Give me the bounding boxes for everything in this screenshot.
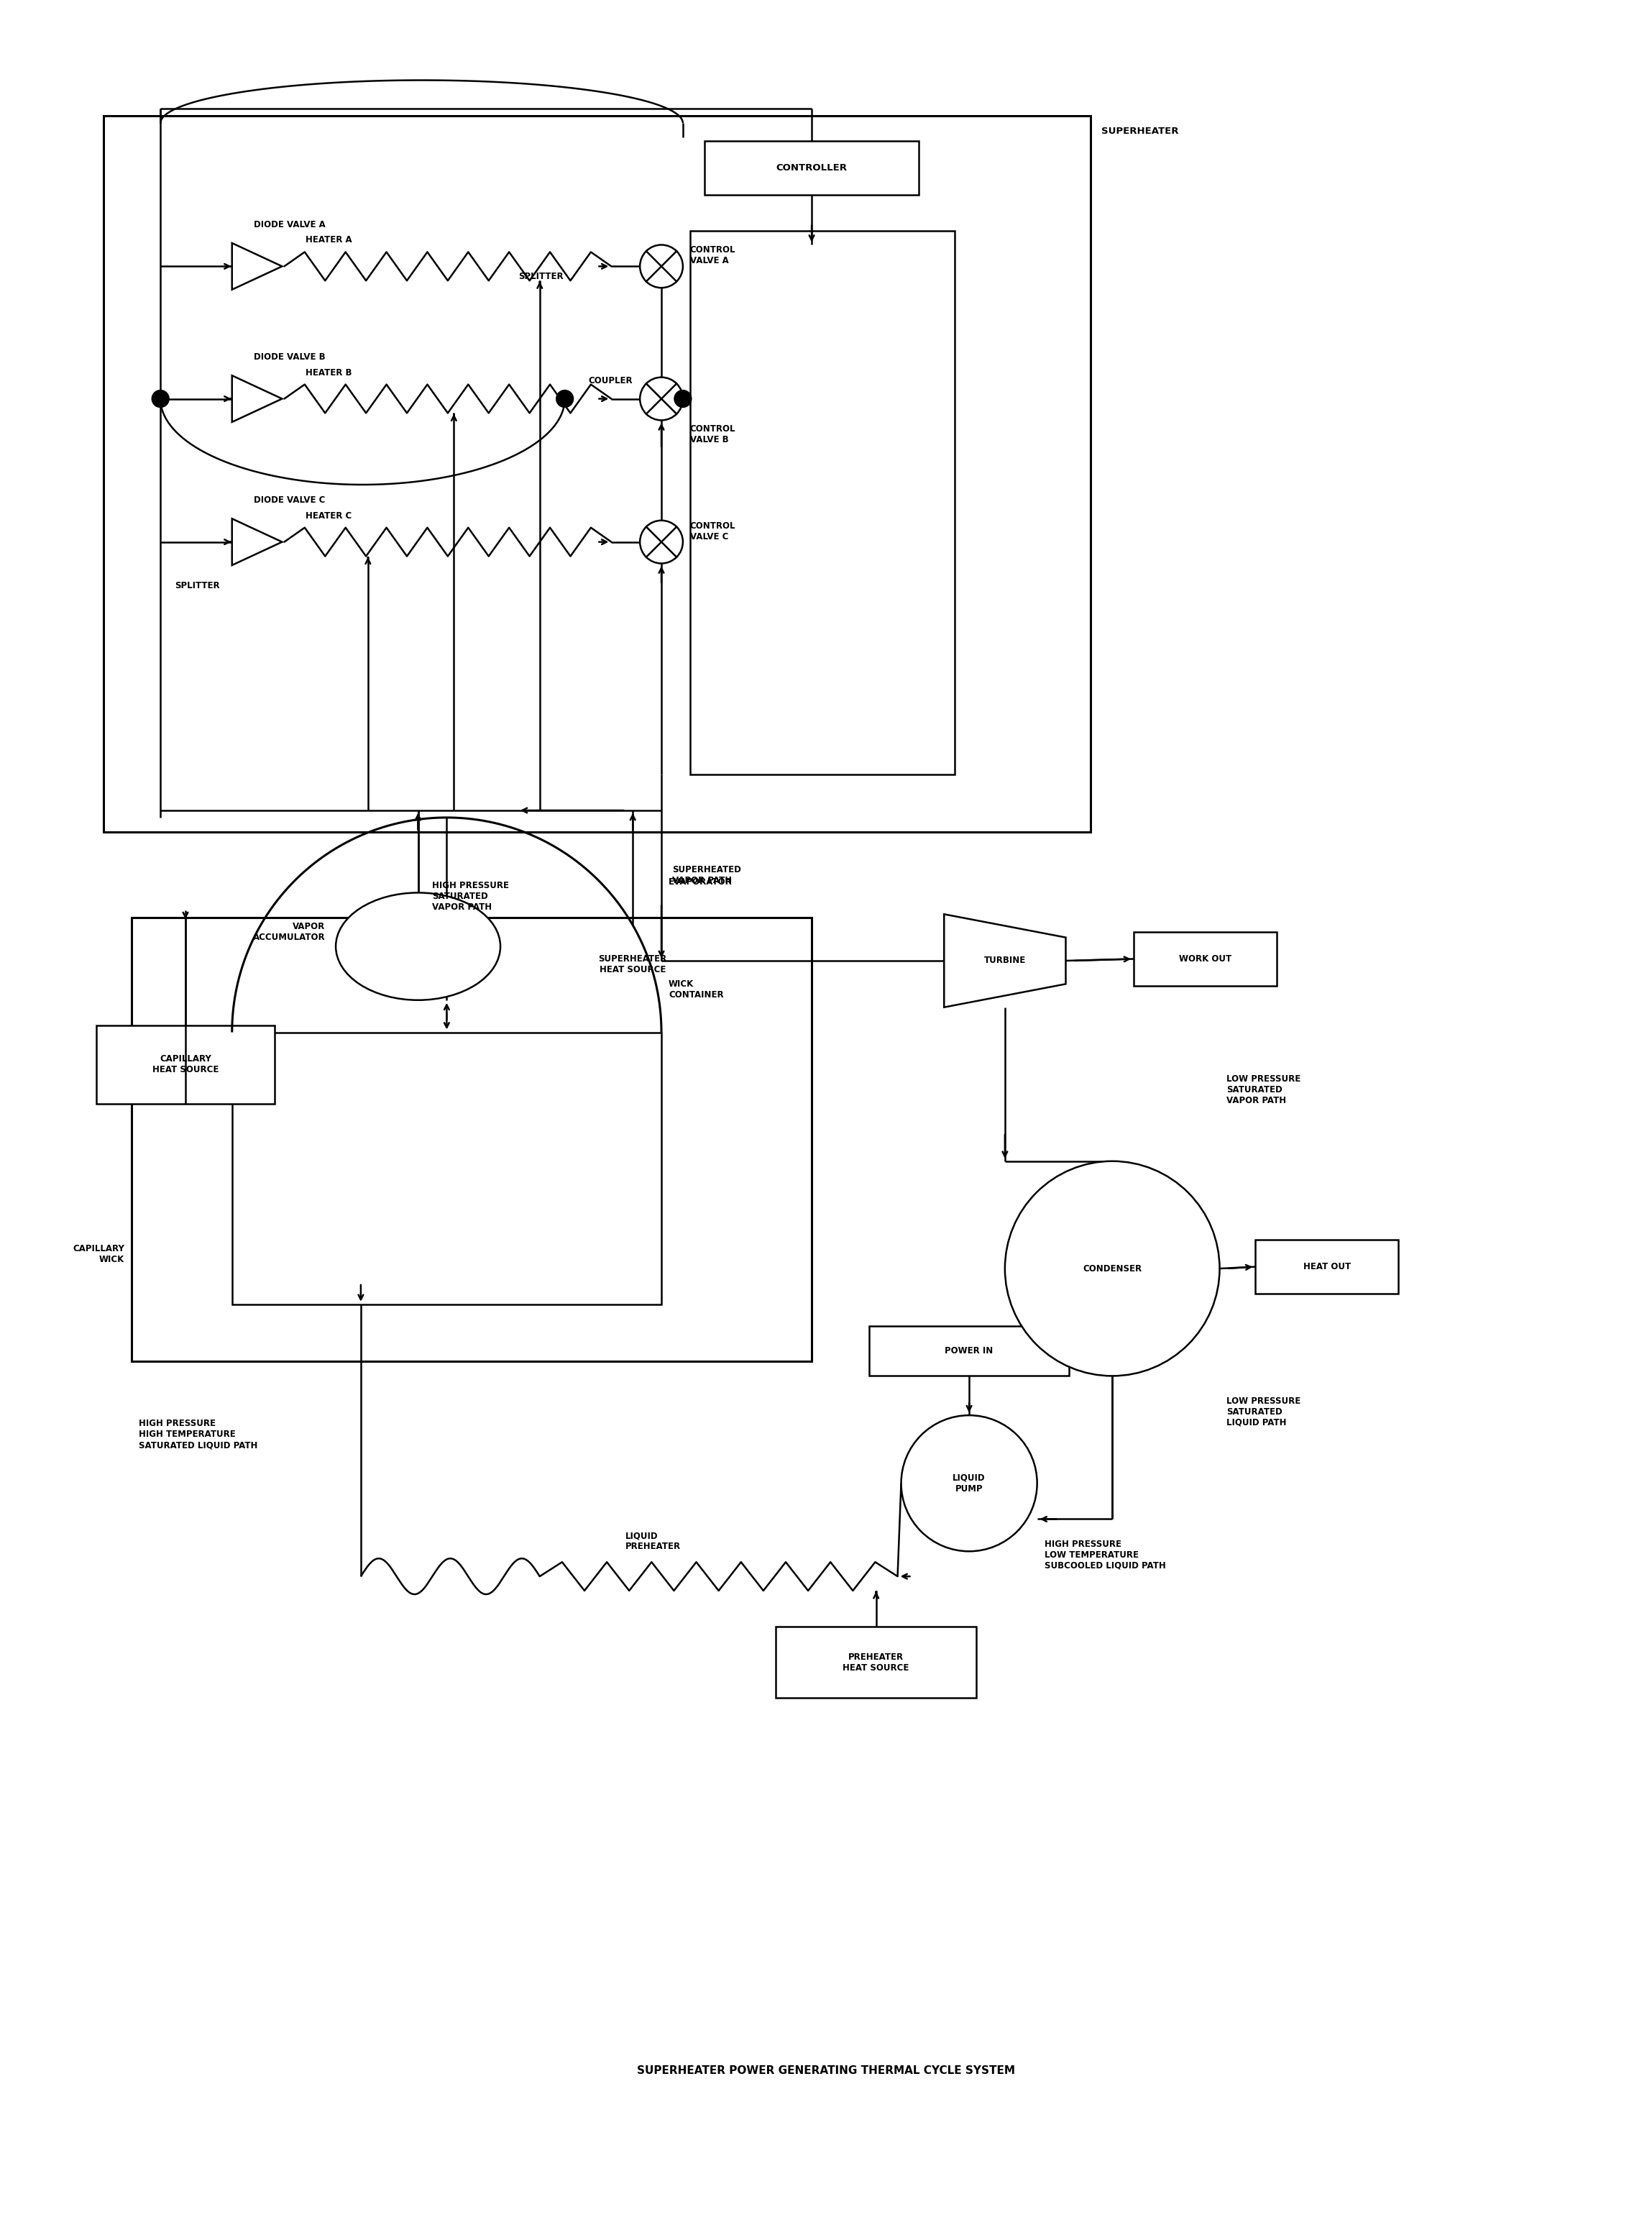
Circle shape (639, 520, 682, 564)
Circle shape (639, 376, 682, 421)
Text: HEATER A: HEATER A (306, 235, 352, 244)
Text: CONTROL
VALVE B: CONTROL VALVE B (691, 426, 735, 444)
Text: CONTROL
VALVE C: CONTROL VALVE C (691, 522, 735, 542)
Text: POWER IN: POWER IN (945, 1346, 993, 1355)
Text: HIGH PRESSURE
LOW TEMPERATURE
SUBCOOLED LIQUID PATH: HIGH PRESSURE LOW TEMPERATURE SUBCOOLED … (1044, 1539, 1166, 1570)
Ellipse shape (1004, 1160, 1219, 1375)
Text: CAPILLARY
WICK: CAPILLARY WICK (73, 1243, 124, 1263)
Text: HIGH PRESSURE
SATURATED
VAPOR PATH: HIGH PRESSURE SATURATED VAPOR PATH (433, 880, 509, 912)
Bar (132, 918, 811, 1362)
Bar (869, 1326, 1069, 1375)
Text: HEATER C: HEATER C (306, 511, 352, 520)
Text: HEATER B: HEATER B (306, 367, 352, 376)
Bar (776, 1626, 976, 1698)
Text: CONDENSER: CONDENSER (1082, 1263, 1142, 1272)
Polygon shape (231, 244, 282, 289)
Text: LOW PRESSURE
SATURATED
LIQUID PATH: LOW PRESSURE SATURATED LIQUID PATH (1227, 1396, 1302, 1427)
Text: VAPOR
ACCUMULATOR: VAPOR ACCUMULATOR (253, 923, 325, 943)
Bar (525, 925, 740, 1004)
Text: CAPILLARY
HEAT SOURCE: CAPILLARY HEAT SOURCE (152, 1055, 218, 1075)
Text: TURBINE: TURBINE (985, 956, 1026, 965)
Bar (231, 1033, 661, 1304)
Text: CONTROLLER: CONTROLLER (776, 164, 847, 172)
Text: DIODE VALVE C: DIODE VALVE C (253, 495, 325, 504)
Text: SUPERHEATER: SUPERHEATER (1102, 128, 1180, 137)
Bar (1133, 932, 1277, 986)
Bar (96, 1026, 274, 1104)
Bar (1256, 1241, 1399, 1292)
Text: SPLITTER: SPLITTER (175, 582, 220, 591)
Bar (102, 116, 1090, 831)
Text: DIODE VALVE A: DIODE VALVE A (253, 220, 325, 228)
Text: CONTROL
VALVE A: CONTROL VALVE A (691, 246, 735, 267)
Text: COUPLER: COUPLER (588, 376, 633, 385)
Circle shape (639, 244, 682, 287)
Text: WORK OUT: WORK OUT (1180, 954, 1232, 963)
Text: DIODE VALVE B: DIODE VALVE B (253, 352, 325, 361)
Polygon shape (231, 520, 282, 564)
Text: SUPERHEATER POWER GENERATING THERMAL CYCLE SYSTEM: SUPERHEATER POWER GENERATING THERMAL CYC… (638, 2065, 1014, 2076)
Text: SUPERHEATER
HEAT SOURCE: SUPERHEATER HEAT SOURCE (598, 954, 667, 974)
Polygon shape (231, 376, 282, 421)
Bar (704, 141, 919, 195)
Text: LIQUID
PREHEATER: LIQUID PREHEATER (626, 1532, 681, 1552)
Text: HIGH PRESSURE
HIGH TEMPERATURE
SATURATED LIQUID PATH: HIGH PRESSURE HIGH TEMPERATURE SATURATED… (139, 1418, 258, 1449)
Text: LOW PRESSURE
SATURATED
VAPOR PATH: LOW PRESSURE SATURATED VAPOR PATH (1227, 1075, 1302, 1104)
Ellipse shape (900, 1416, 1037, 1552)
Text: LIQUID
PUMP: LIQUID PUMP (953, 1474, 986, 1494)
Text: SPLITTER: SPLITTER (519, 271, 563, 282)
Text: EVAPORATOR: EVAPORATOR (669, 878, 732, 887)
Circle shape (557, 390, 573, 408)
Text: HEAT OUT: HEAT OUT (1303, 1261, 1351, 1272)
Text: SUPERHEATED
VAPOR PATH: SUPERHEATED VAPOR PATH (672, 865, 742, 885)
Text: WICK
CONTAINER: WICK CONTAINER (669, 979, 724, 999)
Ellipse shape (335, 894, 501, 999)
Text: PREHEATER
HEAT SOURCE: PREHEATER HEAT SOURCE (843, 1653, 909, 1673)
Circle shape (674, 390, 692, 408)
Bar (691, 231, 955, 775)
Polygon shape (943, 914, 1066, 1008)
Circle shape (152, 390, 169, 408)
